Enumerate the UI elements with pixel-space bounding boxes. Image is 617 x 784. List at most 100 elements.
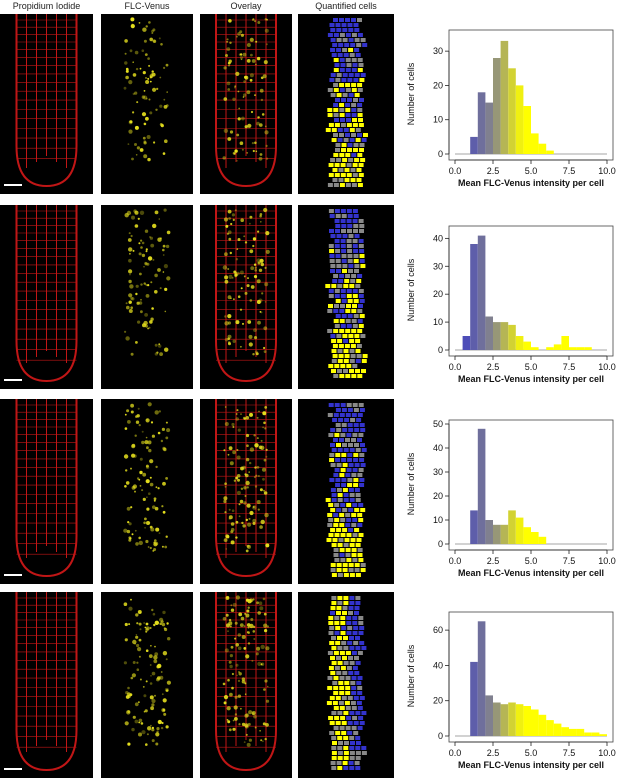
histogram-bar — [515, 85, 524, 154]
histogram-bar — [599, 734, 607, 736]
histogram-row-4: 0.0 2.5 5.0 7.5 10.0 0 20 40 60 Mean FLC-Venus in… — [400, 604, 617, 784]
y-tick-label: 60 — [433, 625, 443, 635]
scale-bar — [4, 574, 22, 576]
image-panel-r2-c3 — [200, 205, 292, 389]
y-tick-label: 40 — [433, 660, 443, 670]
x-tick-label: 7.5 — [563, 166, 576, 176]
image-panel-r3-c3 — [200, 399, 292, 584]
histogram-bar — [500, 524, 509, 544]
histogram-row-1: 0.0 2.5 5.0 7.5 10.0 0 10 20 30 Mean FLC-Venus in… — [400, 22, 617, 202]
histogram-bar — [538, 536, 547, 544]
x-tick-label: 5.0 — [525, 166, 538, 176]
histogram-bar — [546, 720, 554, 736]
header-flc-venus: FLC-Venus — [124, 1, 170, 11]
scale-bar — [4, 768, 22, 770]
x-tick-label: 0.0 — [449, 556, 462, 566]
y-axis-label: Number of cells — [406, 62, 416, 125]
x-tick-label: 5.0 — [525, 556, 538, 566]
y-tick-label: 10 — [433, 317, 443, 327]
image-panel-r3-c1 — [0, 399, 93, 584]
y-tick-label: 50 — [433, 419, 443, 429]
histogram-bar — [538, 714, 547, 736]
y-tick-label: 20 — [433, 289, 443, 299]
x-tick-label: 0.0 — [449, 748, 462, 758]
histogram-bar — [569, 347, 577, 350]
histogram-bar — [493, 702, 501, 736]
histogram-bar — [477, 621, 486, 736]
histogram-bar — [576, 728, 585, 736]
image-panel-r2-c2 — [101, 205, 193, 389]
x-axis-label: Mean FLC-Venus intensity per cell — [458, 568, 604, 578]
histogram-bar — [553, 723, 562, 736]
histogram-bar — [477, 92, 486, 154]
x-tick-label: 0.0 — [449, 166, 462, 176]
y-tick-label: 20 — [433, 696, 443, 706]
y-tick-label: 0 — [438, 539, 443, 549]
x-tick-label: 10.0 — [598, 362, 616, 372]
histogram-bar — [531, 347, 539, 350]
histogram-bar — [500, 322, 509, 350]
histogram-4-svg: 0.0 2.5 5.0 7.5 10.0 0 20 40 60 Mean FLC-Venus in… — [406, 611, 616, 770]
histogram-bar — [523, 106, 531, 154]
scale-bar — [4, 184, 22, 186]
histogram-bar — [508, 702, 516, 736]
histogram-bar — [531, 532, 539, 544]
x-tick-label: 7.5 — [563, 556, 576, 566]
y-tick-label: 20 — [433, 491, 443, 501]
y-tick-label: 30 — [433, 261, 443, 271]
image-panel-r3-c2 — [101, 399, 193, 584]
y-axis-label: Number of cells — [406, 258, 416, 321]
histogram-bar — [531, 133, 539, 154]
histogram-bar — [531, 709, 539, 736]
histogram-bar — [493, 322, 501, 350]
histogram-row-2: 0.0 2.5 5.0 7.5 10.0 0 10 20 30 40 Mean FLC-Venus … — [400, 218, 617, 398]
y-tick-label: 10 — [433, 515, 443, 525]
x-tick-label: 2.5 — [487, 362, 500, 372]
histogram-bar — [500, 40, 509, 154]
histogram-bar — [493, 524, 501, 544]
histogram-bar — [485, 316, 493, 350]
header-overlay: Overlay — [230, 1, 262, 11]
y-tick-label: 0 — [438, 149, 443, 159]
x-tick-label: 10.0 — [598, 748, 616, 758]
y-tick-label: 40 — [433, 443, 443, 453]
histogram-bar — [470, 510, 478, 544]
histogram-bar — [485, 520, 493, 544]
x-axis-label: Mean FLC-Venus intensity per cell — [458, 178, 604, 188]
image-panel-r2-c1 — [0, 205, 93, 389]
y-tick-label: 30 — [433, 467, 443, 477]
histogram-bar — [515, 336, 524, 350]
image-panel-r3-c4 — [298, 399, 394, 584]
histogram-bar — [477, 428, 486, 544]
histogram-2-svg: 0.0 2.5 5.0 7.5 10.0 0 10 20 30 40 Mean FLC-Venus … — [406, 225, 616, 384]
y-tick-label: 20 — [433, 80, 443, 90]
histogram-bar — [485, 695, 493, 736]
x-axis-label: Mean FLC-Venus intensity per cell — [458, 760, 604, 770]
histogram-bar — [576, 347, 585, 350]
x-tick-label: 7.5 — [563, 748, 576, 758]
y-tick-label: 0 — [438, 345, 443, 355]
histogram-bar — [523, 527, 531, 544]
x-tick-label: 0.0 — [449, 362, 462, 372]
histogram-bar — [553, 344, 562, 350]
histogram-bar — [515, 704, 524, 736]
histogram-bar — [523, 341, 531, 350]
image-panel-r1-c3 — [200, 14, 292, 194]
histogram-bar — [584, 347, 592, 350]
x-tick-label: 7.5 — [563, 362, 576, 372]
image-panel-r4-c3 — [200, 592, 292, 778]
image-panel-r2-c4 — [298, 205, 394, 389]
y-axis-label: Number of cells — [406, 644, 416, 707]
image-panel-r4-c2 — [101, 592, 193, 778]
histogram-row-3: 0.0 2.5 5.0 7.5 10.0 0 10 20 30 40 50 Mean FLC-Venu… — [400, 412, 617, 592]
histogram-bar — [584, 732, 592, 736]
histogram-bar — [508, 510, 516, 544]
scale-bar — [4, 379, 22, 381]
histogram-bar — [538, 143, 547, 154]
x-tick-label: 10.0 — [598, 556, 616, 566]
x-tick-label: 5.0 — [525, 748, 538, 758]
x-tick-label: 2.5 — [487, 748, 500, 758]
x-tick-label: 2.5 — [487, 556, 500, 566]
y-tick-label: 40 — [433, 233, 443, 243]
image-panel-r1-c1 — [0, 14, 93, 194]
